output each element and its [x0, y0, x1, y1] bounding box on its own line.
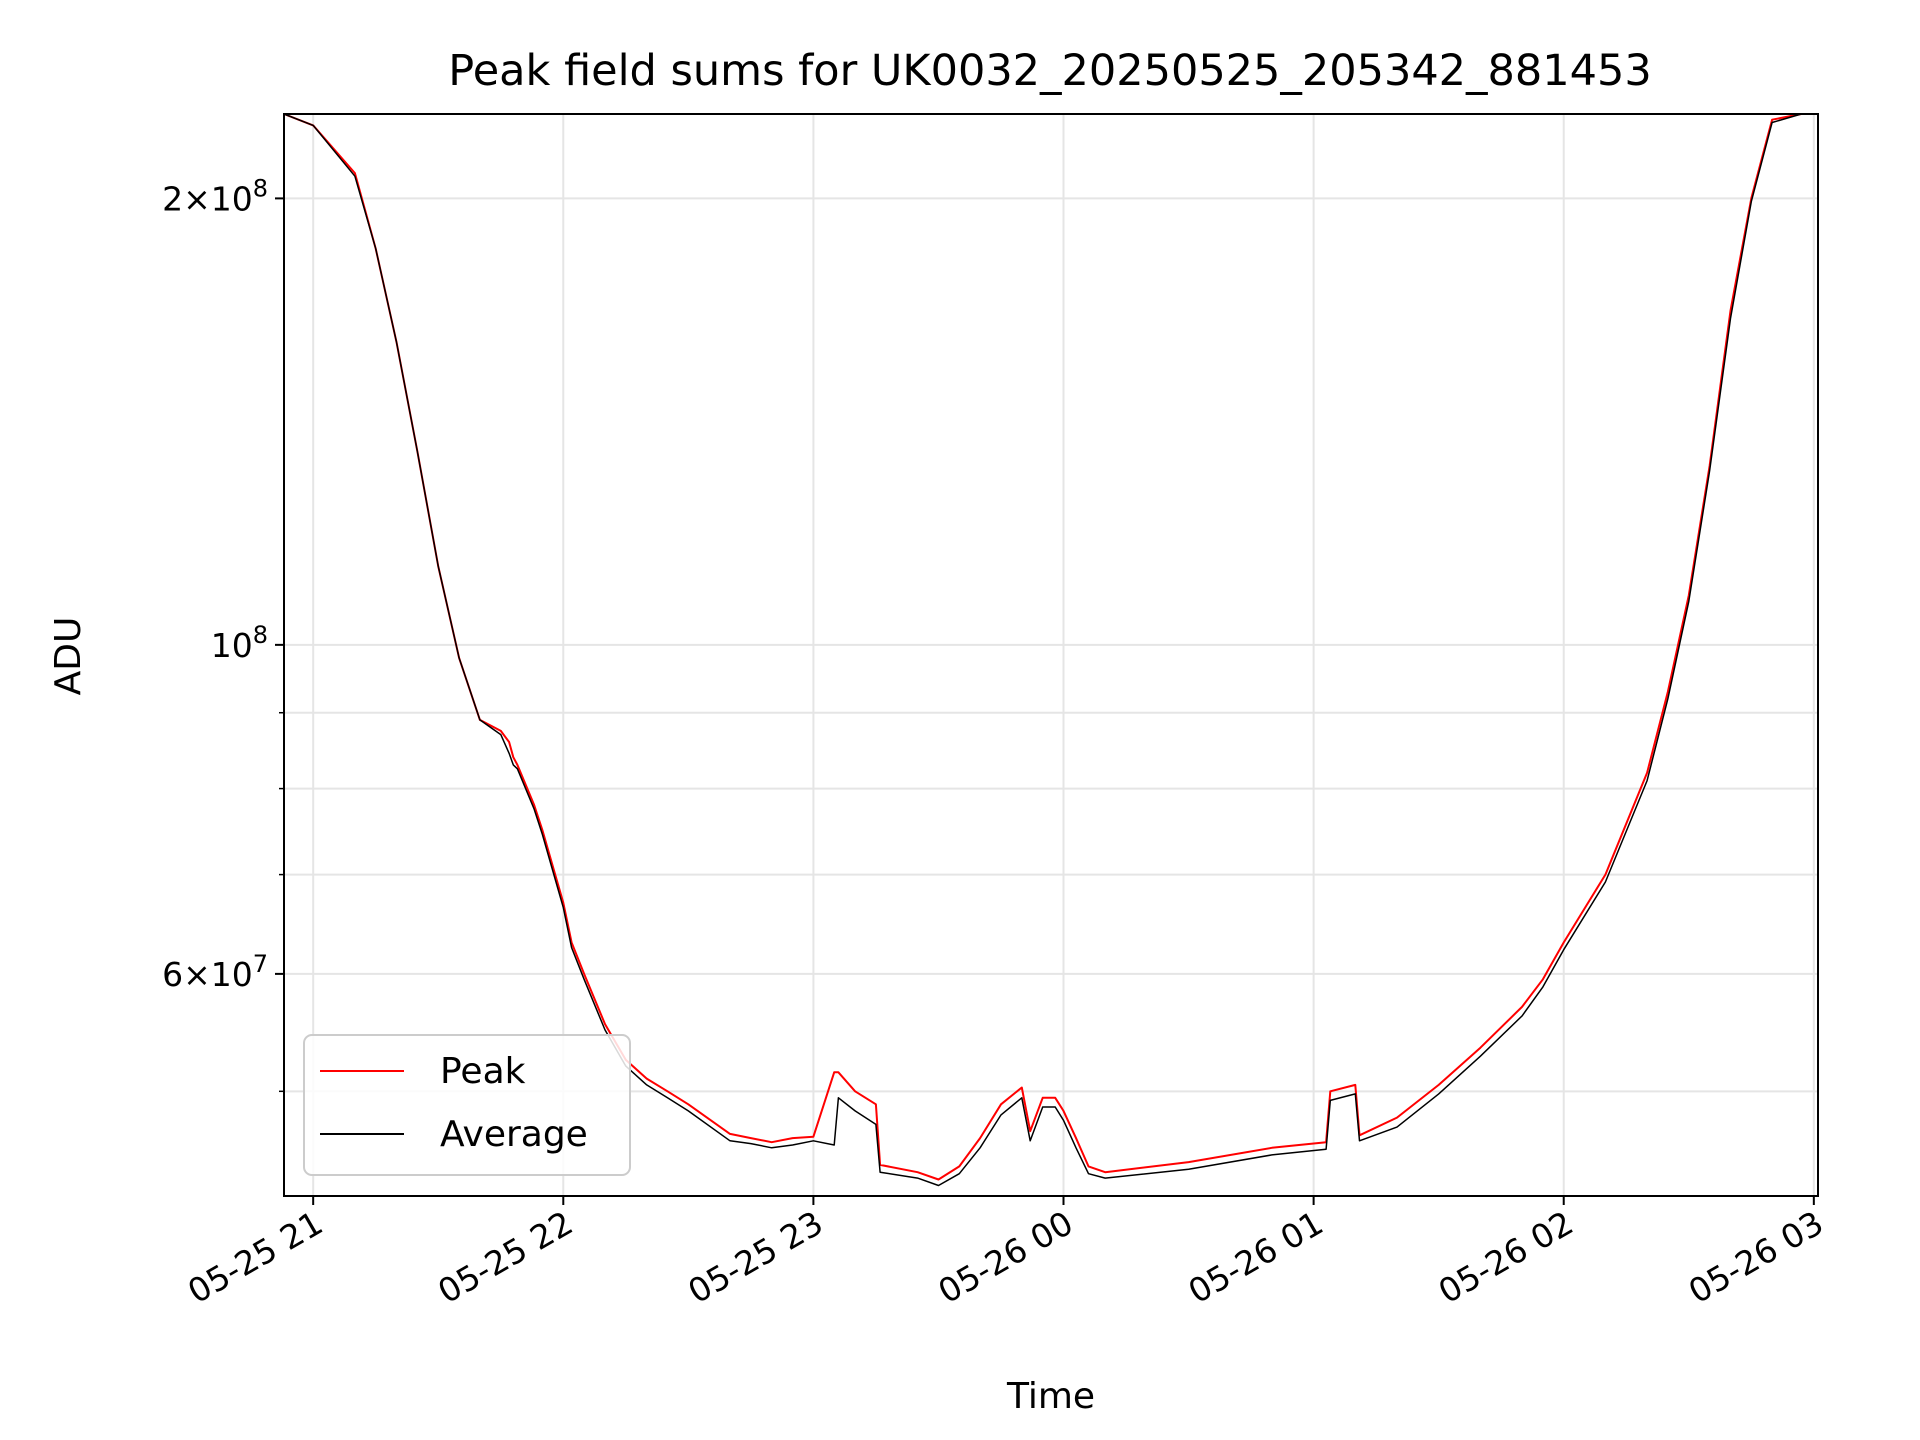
grid — [284, 114, 1818, 1196]
y-axis-label: ADU — [48, 617, 89, 696]
legend-label-peak: Peak — [440, 1051, 526, 1092]
y-tick-exponent: 8 — [253, 174, 268, 202]
series-layer — [283, 113, 1818, 1187]
y-tick-base: 10 — [211, 179, 253, 218]
y-tick-mantissa: 6 — [162, 955, 183, 994]
y-tick-base: 10 — [211, 955, 253, 994]
y-tick-label: 6×107 — [162, 950, 268, 994]
chart-title: Peak field sums for UK0032_20250525_2053… — [448, 46, 1651, 96]
y-tick-times: × — [183, 955, 211, 994]
series-line-peak — [283, 113, 1818, 1181]
y-tick-exponent: 8 — [253, 621, 268, 649]
y-tick-base: 10 — [211, 626, 253, 665]
x-axis-label: Time — [1006, 1376, 1095, 1417]
y-tick-mantissa: 2 — [162, 179, 183, 218]
series-line-average — [283, 113, 1818, 1187]
legend-label-average: Average — [440, 1114, 588, 1155]
y-tick-label: 2×108 — [162, 174, 268, 218]
y-tick-label: 108 — [211, 621, 268, 665]
legend: Peak Average — [303, 1034, 631, 1176]
plot-frame — [283, 113, 1819, 1197]
y-tick-times: × — [183, 179, 211, 218]
y-tick-exponent: 7 — [253, 950, 268, 978]
